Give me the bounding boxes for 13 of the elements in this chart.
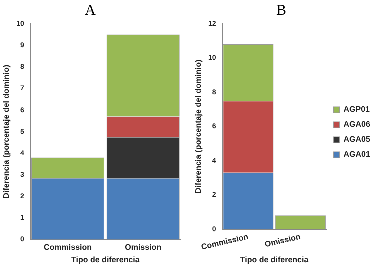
chart-title: B: [276, 2, 287, 19]
legend-label: AGA06: [344, 120, 371, 130]
x-axis-title: Tipo de diferencia: [72, 255, 140, 264]
legend-label: AGP01: [344, 105, 371, 114]
y-axis-title: Diferencia (porcentaje del dominio): [2, 64, 12, 199]
y-axis-title: Diferencia (porcentaje del dominio): [194, 59, 203, 194]
x-tick-label: Commission: [44, 242, 92, 252]
x-tick-label: Omission: [264, 232, 302, 250]
x-axis-title: Tipo de diferencia: [240, 255, 310, 264]
legend-label: AGA01: [344, 150, 371, 160]
x-tick-label: Omission: [125, 242, 162, 252]
legend-label: AGA05: [344, 135, 371, 144]
chart-title: A: [85, 2, 96, 19]
